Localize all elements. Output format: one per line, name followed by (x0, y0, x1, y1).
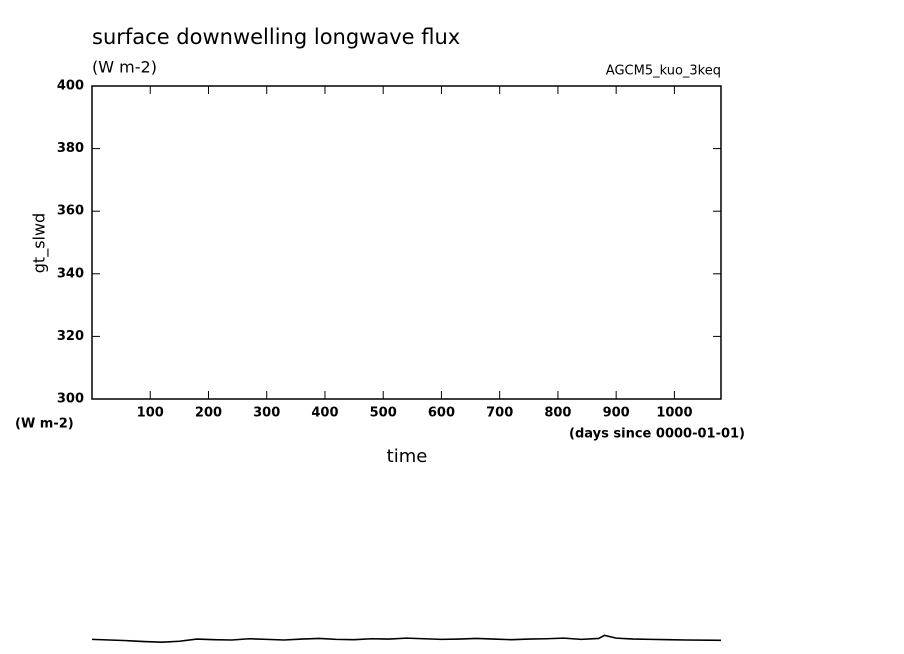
y-tick-label: 340 (57, 266, 84, 281)
x-units: (days since 0000-01-01) (569, 427, 745, 442)
x-tick-label: 800 (544, 406, 571, 421)
y-tick-label: 380 (57, 141, 84, 156)
x-tick-label: 900 (603, 406, 630, 421)
plot-frame (91, 85, 722, 400)
annotation: AGCM5_kuo_3keq (606, 64, 721, 79)
chart-subtitle: (W m-2) (92, 58, 157, 77)
y-axis-label: gt_slwd (30, 213, 50, 273)
y-tick-label: 320 (57, 329, 84, 344)
data-line (91, 634, 722, 644)
x-tick-label: 600 (428, 406, 455, 421)
x-tick-label: 1000 (656, 406, 692, 421)
y-units: (W m-2) (15, 417, 74, 432)
y-tick-label: 360 (57, 204, 84, 219)
x-tick-label: 200 (195, 406, 222, 421)
x-tick-label: 300 (253, 406, 280, 421)
x-tick-label: 100 (137, 406, 164, 421)
chart-title: surface downwelling longwave flux (92, 25, 460, 49)
x-tick-label: 500 (370, 406, 397, 421)
x-tick-label: 400 (311, 406, 338, 421)
x-axis-label: time (387, 446, 428, 467)
y-tick-label: 300 (57, 392, 84, 407)
x-tick-label: 700 (486, 406, 513, 421)
y-tick-label: 400 (57, 79, 84, 94)
